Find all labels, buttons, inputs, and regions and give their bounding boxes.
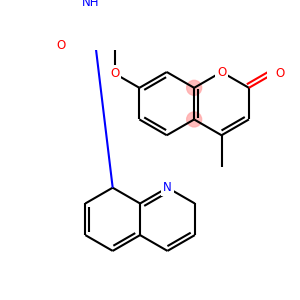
Text: N: N <box>163 181 172 194</box>
Text: O: O <box>56 39 65 52</box>
Text: NH: NH <box>82 0 99 10</box>
Circle shape <box>187 80 202 95</box>
Text: O: O <box>110 67 119 80</box>
Text: O: O <box>276 67 285 80</box>
Circle shape <box>187 112 202 127</box>
Text: O: O <box>217 65 226 79</box>
